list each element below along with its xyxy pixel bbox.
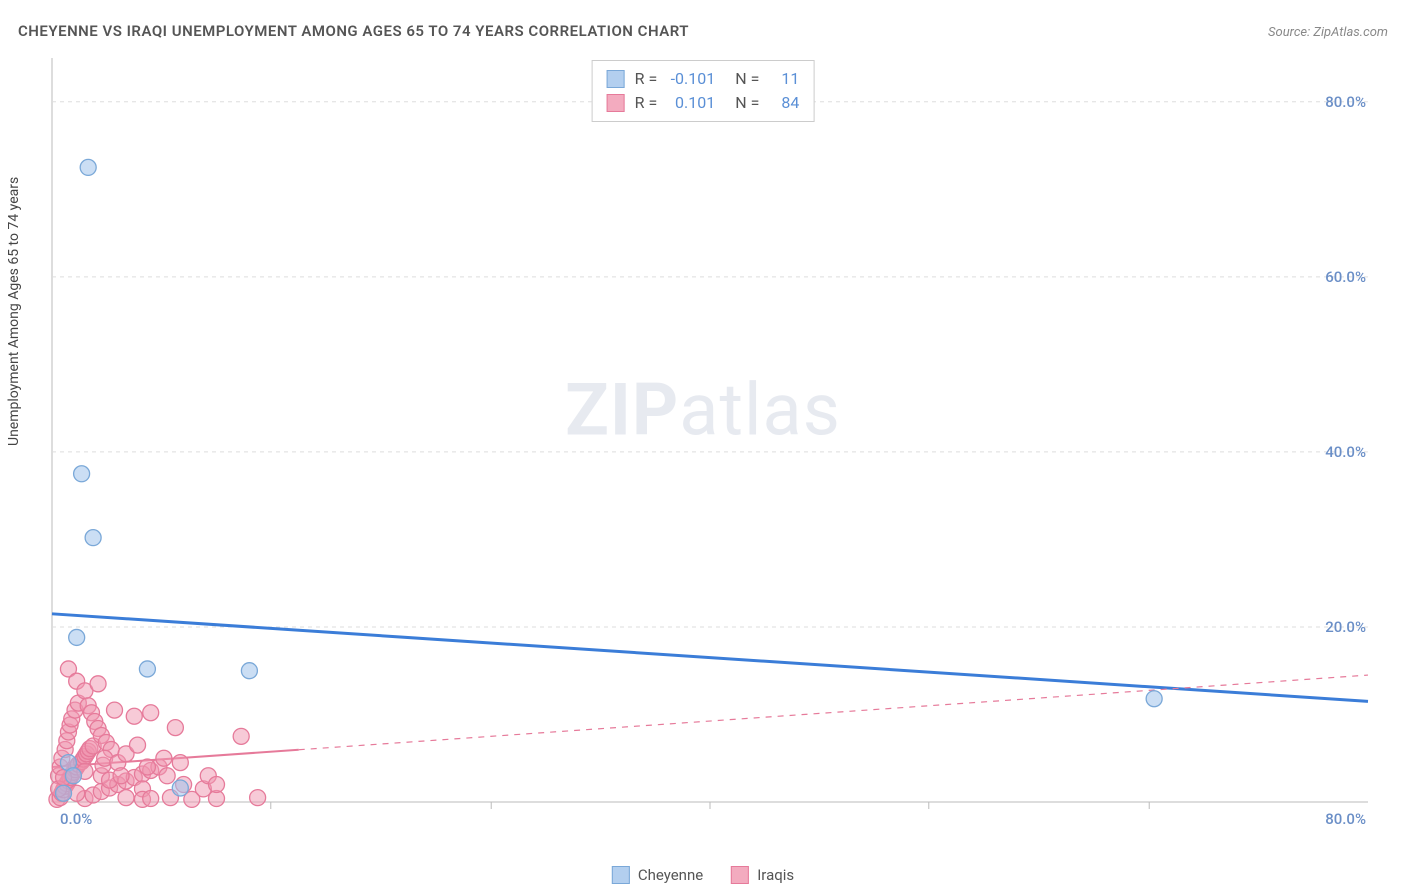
svg-text:80.0%: 80.0% bbox=[1325, 93, 1366, 111]
svg-text:60.0%: 60.0% bbox=[1325, 268, 1366, 286]
n-value: 11 bbox=[769, 67, 799, 91]
stats-swatch bbox=[607, 94, 625, 112]
legend-swatch bbox=[612, 866, 630, 884]
r-value: 0.101 bbox=[667, 91, 715, 115]
svg-text:0.0%: 0.0% bbox=[60, 810, 92, 828]
y-axis-label: Unemployment Among Ages 65 to 74 years bbox=[6, 177, 22, 446]
svg-text:40.0%: 40.0% bbox=[1325, 443, 1366, 461]
n-label: N = bbox=[735, 91, 759, 115]
chart-title: CHEYENNE VS IRAQI UNEMPLOYMENT AMONG AGE… bbox=[18, 22, 689, 40]
n-label: N = bbox=[735, 67, 759, 91]
legend-item: Iraqis bbox=[731, 866, 794, 884]
legend-item: Cheyenne bbox=[612, 866, 703, 884]
r-label: R = bbox=[635, 67, 658, 91]
svg-text:20.0%: 20.0% bbox=[1325, 618, 1366, 636]
legend-label: Iraqis bbox=[757, 866, 794, 884]
scatter-plot: 20.0% 40.0% 60.0% 80.0% 0.0% 80.0% bbox=[48, 58, 1378, 828]
stats-row: R = -0.101 N = 11 bbox=[607, 67, 800, 91]
stats-legend-box: R = -0.101 N = 11 R = 0.101 N = 84 bbox=[592, 60, 815, 122]
chart-header: CHEYENNE VS IRAQI UNEMPLOYMENT AMONG AGE… bbox=[18, 22, 1388, 40]
r-label: R = bbox=[635, 91, 658, 115]
legend-label: Cheyenne bbox=[638, 866, 703, 884]
r-value: -0.101 bbox=[667, 67, 715, 91]
stats-swatch bbox=[607, 70, 625, 88]
legend-swatch bbox=[731, 866, 749, 884]
n-value: 84 bbox=[769, 91, 799, 115]
bottom-legend: Cheyenne Iraqis bbox=[612, 866, 794, 884]
chart-svg: 20.0% 40.0% 60.0% 80.0% 0.0% 80.0% bbox=[48, 58, 1378, 828]
chart-source: Source: ZipAtlas.com bbox=[1268, 25, 1388, 40]
svg-text:80.0%: 80.0% bbox=[1325, 810, 1366, 828]
stats-row: R = 0.101 N = 84 bbox=[607, 91, 800, 115]
